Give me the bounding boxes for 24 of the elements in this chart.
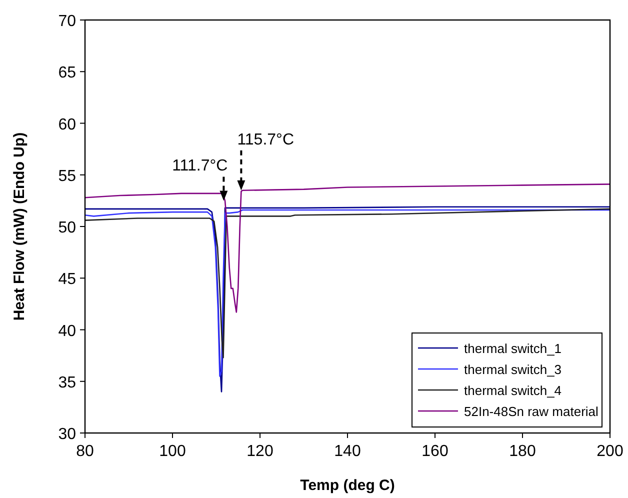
- annotation: 111.7°C: [172, 158, 228, 175]
- x-tick-label: 160: [422, 443, 448, 460]
- y-tick-label: 35: [58, 374, 76, 392]
- x-axis-title: Temp (deg C): [300, 477, 395, 494]
- x-tick-label: 140: [334, 443, 361, 460]
- legend-label: thermal switch_4: [464, 383, 562, 398]
- y-tick-label: 40: [58, 322, 76, 340]
- y-tick-label: 30: [58, 426, 76, 443]
- y-tick-label: 45: [58, 271, 76, 288]
- x-tick-label: 80: [76, 443, 94, 460]
- x-tick-label: 120: [246, 443, 274, 460]
- x-tick-label: 200: [596, 443, 624, 460]
- y-tick-label: 60: [58, 116, 76, 134]
- legend-label: 52In-48Sn raw material: [464, 404, 599, 419]
- y-tick-label: 50: [58, 220, 76, 236]
- y-tick-label: 55: [58, 168, 76, 185]
- x-tick-label: 180: [509, 443, 536, 460]
- legend-label: thermal switch_1: [464, 341, 562, 356]
- y-tick-label: 70: [58, 13, 76, 30]
- y-tick-label: 65: [58, 64, 76, 82]
- x-tick-label: 100: [159, 443, 186, 460]
- y-axis-title: Heat Flow (mW) (Endo Up): [11, 132, 28, 321]
- annotation: 115.7°C: [237, 131, 294, 148]
- legend-label: thermal switch_3: [464, 362, 562, 377]
